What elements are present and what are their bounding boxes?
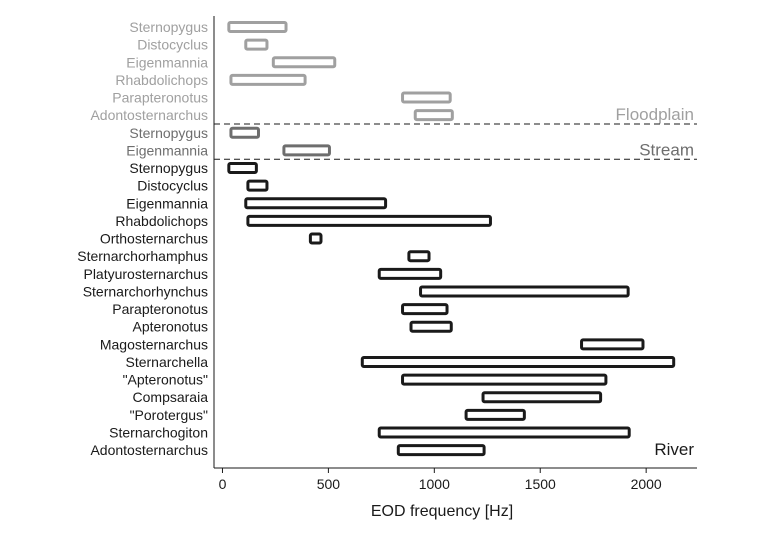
category-label: Magosternarchus <box>100 336 208 352</box>
category-label: Parapteronotus <box>112 301 208 317</box>
x-tick-label: 1500 <box>525 476 556 492</box>
x-axis-label: EOD frequency [Hz] <box>371 503 513 520</box>
range-bar <box>246 179 269 192</box>
range-bar <box>481 391 603 404</box>
category-label: Rhabdolichops <box>115 72 208 88</box>
range-bar <box>580 338 645 351</box>
category-label: Sternopygus <box>129 125 208 141</box>
category-label: Parapteronotus <box>112 90 208 106</box>
range-bar <box>464 408 526 421</box>
range-bar <box>360 355 676 368</box>
category-label: Sternopygus <box>129 160 208 176</box>
range-bar <box>229 73 307 86</box>
bars <box>227 21 676 457</box>
category-label: Sternarchorhamphus <box>77 248 208 264</box>
range-bar <box>244 197 388 210</box>
range-bar <box>227 162 258 175</box>
range-bar <box>413 109 454 122</box>
range-bar <box>401 91 452 104</box>
category-labels: SternopygusDistocyclusEigenmanniaRhabdol… <box>77 19 208 458</box>
range-bar <box>244 38 269 51</box>
category-label: Rhabdolichops <box>115 213 208 229</box>
range-bar <box>377 267 443 280</box>
category-label: Sternarchogiton <box>109 424 208 440</box>
range-bar <box>419 285 630 298</box>
category-label: Distocyclus <box>137 178 208 194</box>
axes: 0 500 1000 1500 2000 <box>213 16 697 492</box>
category-label: Sternarchella <box>126 354 209 370</box>
category-label: "Porotergus" <box>130 407 208 423</box>
category-label: Adontosternarchus <box>90 442 208 458</box>
x-tick-label: 1000 <box>419 476 450 492</box>
category-label: Compsaraia <box>133 389 209 405</box>
category-label: Orthosternarchus <box>100 231 208 247</box>
range-bar <box>401 303 449 316</box>
category-label: Adontosternarchus <box>90 107 208 123</box>
range-bar <box>282 144 331 157</box>
category-label: "Apteronotus" <box>123 372 208 388</box>
category-label: Eigenmannia <box>126 195 208 211</box>
group-label: River <box>654 440 694 459</box>
x-tick-label: 2000 <box>631 476 662 492</box>
group-label: Stream <box>639 140 694 159</box>
range-bar <box>227 21 288 33</box>
range-bar <box>409 320 453 333</box>
group-label: Floodplain <box>616 105 694 124</box>
range-bar <box>271 56 337 69</box>
category-label: Distocyclus <box>137 37 208 53</box>
category-label: Platyurosternarchus <box>83 266 208 282</box>
x-tick-label: 500 <box>317 476 341 492</box>
category-label: Apteronotus <box>133 319 209 335</box>
category-label: Eigenmannia <box>126 54 208 70</box>
range-bar <box>246 214 492 227</box>
range-bar <box>308 232 323 245</box>
range-bar <box>229 126 260 139</box>
x-tick-label: 0 <box>219 476 227 492</box>
range-bar <box>396 444 486 457</box>
range-bar <box>407 250 431 263</box>
group-labels: Floodplain Stream River <box>616 105 695 459</box>
range-bar <box>377 426 631 439</box>
category-label: Sternarchorhynchus <box>83 283 208 299</box>
range-bar <box>401 373 608 386</box>
category-label: Eigenmannia <box>126 142 208 158</box>
category-label: Sternopygus <box>129 19 208 35</box>
